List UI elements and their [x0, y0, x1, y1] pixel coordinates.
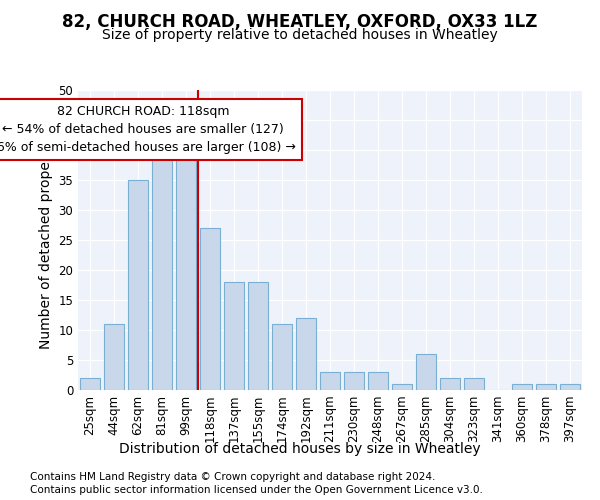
Text: Distribution of detached houses by size in Wheatley: Distribution of detached houses by size … — [119, 442, 481, 456]
Bar — [224, 282, 244, 390]
Bar — [344, 372, 364, 390]
Text: Size of property relative to detached houses in Wheatley: Size of property relative to detached ho… — [102, 28, 498, 42]
Bar — [176, 138, 196, 390]
Bar — [248, 282, 268, 390]
Bar — [560, 384, 580, 390]
Bar — [512, 384, 532, 390]
Bar — [152, 150, 172, 390]
Y-axis label: Number of detached properties: Number of detached properties — [39, 130, 53, 350]
Bar — [104, 324, 124, 390]
Bar — [416, 354, 436, 390]
Bar — [368, 372, 388, 390]
Bar — [296, 318, 316, 390]
Bar — [464, 378, 484, 390]
Text: Contains HM Land Registry data © Crown copyright and database right 2024.: Contains HM Land Registry data © Crown c… — [30, 472, 436, 482]
Bar — [200, 228, 220, 390]
Bar — [80, 378, 100, 390]
Text: Contains public sector information licensed under the Open Government Licence v3: Contains public sector information licen… — [30, 485, 483, 495]
Bar — [128, 180, 148, 390]
Bar — [440, 378, 460, 390]
Bar — [392, 384, 412, 390]
Bar — [536, 384, 556, 390]
Text: 82 CHURCH ROAD: 118sqm
← 54% of detached houses are smaller (127)
46% of semi-de: 82 CHURCH ROAD: 118sqm ← 54% of detached… — [0, 105, 296, 154]
Bar — [320, 372, 340, 390]
Text: 82, CHURCH ROAD, WHEATLEY, OXFORD, OX33 1LZ: 82, CHURCH ROAD, WHEATLEY, OXFORD, OX33 … — [62, 12, 538, 30]
Bar — [272, 324, 292, 390]
